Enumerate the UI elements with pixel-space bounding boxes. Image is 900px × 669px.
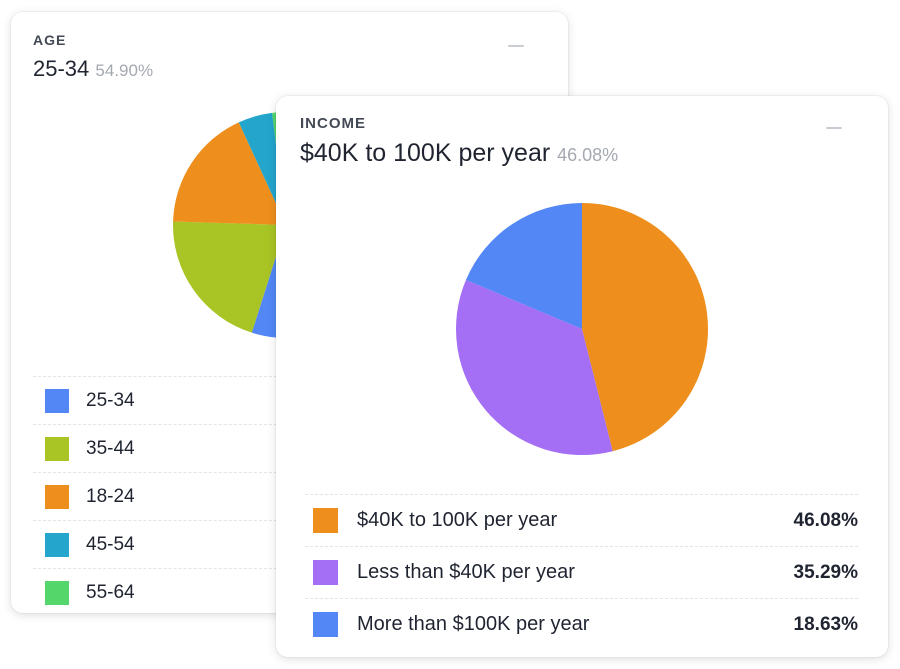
age-top-category-percent: 54.90% [95,61,154,80]
income-legend-item[interactable]: Less than $40K per year 35.29% [305,546,858,598]
income-pie-slice[interactable] [456,279,613,456]
income-legend-item[interactable]: More than $100K per year 18.63% [305,598,858,650]
legend-swatch [45,532,69,557]
legend-label: 25-34 [86,389,135,411]
legend-value: 46.08% [793,509,858,531]
legend-label: $40K to 100K per year [357,509,558,531]
age-top-category: 25-34 54.90% [33,56,153,82]
legend-swatch [45,388,69,413]
income-top-category-label: $40K to 100K per year [300,139,551,167]
age-pie-slice[interactable] [173,122,286,225]
income-card-title: INCOME [300,115,366,132]
legend-label: More than $100K per year [357,613,590,635]
income-legend-item[interactable]: $40K to 100K per year 46.08% [305,494,858,546]
income-pie-slice[interactable] [582,203,709,452]
legend-label: 35-44 [86,437,135,459]
legend-value: 18.63% [793,613,858,635]
income-pie-chart [456,203,709,456]
legend-label: 45-54 [86,533,135,555]
legend-swatch [45,484,69,509]
income-top-category: $40K to 100K per year 46.08% [300,139,618,168]
legend-swatch [45,436,69,461]
income-legend: $40K to 100K per year 46.08% Less than $40… [305,494,858,650]
legend-swatch [313,508,338,533]
age-pie-slice[interactable] [173,221,286,333]
legend-swatch [313,560,338,585]
minimize-icon[interactable] [826,127,842,129]
age-top-category-label: 25-34 [33,56,90,81]
age-pie-slice[interactable] [238,112,286,225]
legend-value: 35.29% [793,561,858,583]
minimize-icon[interactable] [508,45,524,47]
income-pie-slice[interactable] [465,203,582,329]
legend-label: Less than $40K per year [357,561,575,583]
legend-swatch [313,612,338,637]
legend-label: 18-24 [86,485,135,507]
income-card: INCOME $40K to 100K per year 46.08% $40K… [276,96,888,657]
age-card-title: AGE [33,32,67,48]
income-top-category-percent: 46.08% [557,145,619,165]
legend-label: 55-64 [86,581,135,603]
legend-swatch [45,580,69,605]
